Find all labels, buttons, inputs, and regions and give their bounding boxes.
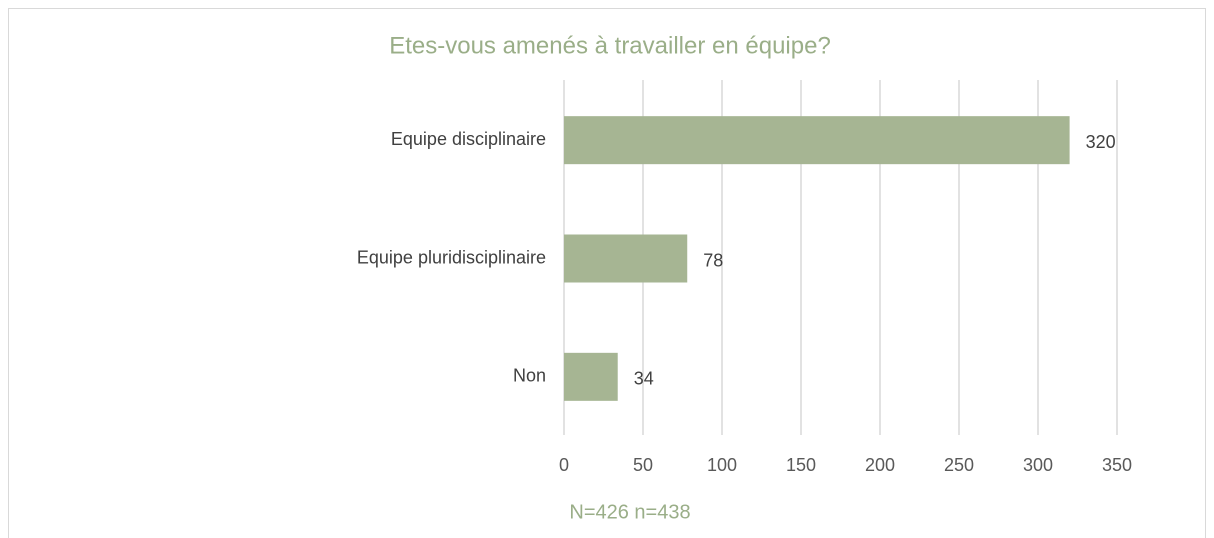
chart-border	[8, 8, 1206, 538]
x-tick-label: 50	[633, 455, 653, 475]
y-tick-label: Non	[513, 366, 546, 386]
bar	[564, 352, 618, 401]
x-tick-label: 350	[1102, 455, 1132, 475]
x-tick-label: 200	[865, 455, 895, 475]
data-label: 34	[634, 369, 654, 389]
y-tick-label: Equipe disciplinaire	[391, 129, 546, 149]
chart-title: Etes-vous amenés à travailler en équipe?	[389, 32, 831, 59]
x-tick-label: 250	[944, 455, 974, 475]
x-tick-label: 0	[559, 455, 569, 475]
bar	[564, 116, 1070, 165]
data-label: 320	[1086, 132, 1116, 152]
data-label: 78	[703, 250, 723, 270]
x-tick-label: 300	[1023, 455, 1053, 475]
x-tick-label: 150	[786, 455, 816, 475]
y-tick-label: Equipe pluridisciplinaire	[357, 247, 546, 267]
x-axis-label: N=426 n=438	[569, 501, 690, 523]
x-tick-label: 100	[707, 455, 737, 475]
bar	[564, 234, 688, 283]
